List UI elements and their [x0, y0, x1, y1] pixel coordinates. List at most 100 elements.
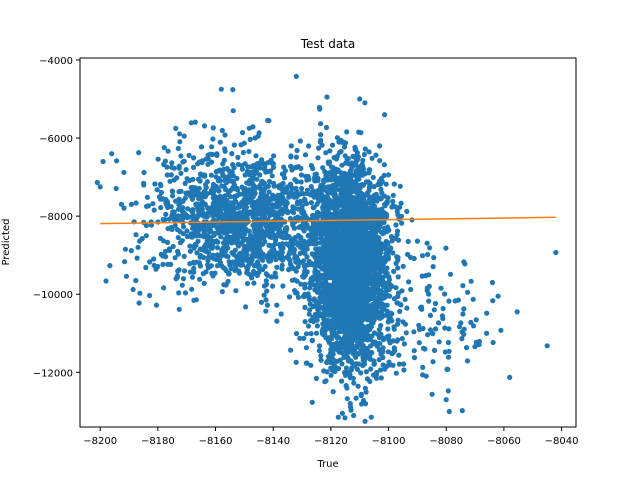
y-axis-label: Predicted: [1, 219, 12, 266]
scatter-point: [368, 366, 374, 372]
scatter-point: [170, 193, 176, 199]
scatter-point: [313, 330, 320, 336]
scatter-point: [322, 229, 328, 235]
scatter-point: [288, 347, 294, 353]
scatter-point: [198, 209, 204, 216]
scatter-point: [300, 274, 306, 280]
scatter-point: [302, 319, 308, 325]
scatter-point: [325, 353, 332, 360]
scatter-point: [360, 163, 366, 170]
scatter-point: [118, 201, 124, 207]
scatter-point: [366, 149, 372, 155]
scatter-point: [224, 230, 230, 237]
scatter-point: [291, 246, 297, 252]
scatter-point: [426, 298, 432, 304]
scatter-point: [390, 362, 396, 368]
scatter-point: [292, 253, 298, 260]
scatter-point: [287, 215, 293, 222]
scatter-point: [218, 234, 224, 240]
scatter-point: [175, 145, 181, 152]
scatter-point: [230, 108, 236, 114]
scatter-point: [348, 342, 354, 349]
scatter-point: [271, 180, 277, 187]
scatter-point: [302, 152, 309, 158]
scatter-point: [364, 317, 370, 323]
scatter-point: [328, 346, 334, 353]
scatter-point: [260, 180, 266, 186]
scatter-point: [330, 389, 336, 395]
scatter-point: [438, 285, 444, 291]
scatter-point: [351, 185, 357, 191]
scatter-point: [178, 170, 184, 176]
scatter-point: [333, 166, 339, 172]
scatter-point: [370, 313, 376, 319]
scatter-point: [269, 202, 275, 208]
scatter-point: [328, 272, 335, 278]
scatter-point: [310, 205, 316, 211]
scatter-point: [224, 179, 230, 186]
scatter-point: [251, 263, 257, 269]
scatter-point: [369, 317, 375, 323]
scatter-point: [184, 228, 190, 234]
scatter-point: [347, 400, 353, 407]
scatter-point: [357, 96, 363, 102]
scatter-point: [346, 323, 352, 329]
scatter-point: [377, 367, 384, 373]
scatter-point: [459, 329, 465, 335]
scatter-point: [295, 264, 301, 270]
scatter-point: [544, 343, 550, 349]
scatter-point: [175, 268, 181, 274]
scatter-point: [283, 241, 289, 247]
scatter-point: [323, 212, 329, 218]
scatter-point: [324, 94, 330, 100]
scatter-point: [170, 243, 176, 250]
scatter-point: [473, 339, 479, 345]
scatter-point: [397, 204, 403, 210]
scatter-point: [313, 300, 319, 306]
scatter-point: [187, 190, 193, 196]
scatter-point: [188, 208, 195, 214]
scatter-point: [344, 396, 350, 402]
scatter-point: [397, 183, 403, 189]
scatter-point: [318, 353, 324, 359]
scatter-point: [160, 253, 166, 259]
scatter-point: [367, 258, 373, 264]
scatter-point: [213, 223, 219, 229]
scatter-point: [130, 286, 136, 293]
scatter-point: [381, 172, 387, 178]
scatter-point: [401, 361, 407, 367]
scatter-point: [239, 239, 245, 246]
scatter-point: [324, 207, 330, 214]
scatter-point: [178, 153, 184, 159]
scatter-point: [306, 311, 312, 317]
scatter-point: [285, 210, 291, 216]
scatter-point: [356, 167, 362, 173]
scatter-point: [239, 130, 246, 136]
scatter-point: [418, 304, 425, 310]
scatter-point: [267, 178, 273, 185]
scatter-point: [395, 293, 401, 299]
scatter-point: [351, 380, 357, 386]
scatter-point: [357, 267, 363, 273]
scatter-point: [336, 210, 342, 217]
scatter-point: [221, 157, 227, 163]
scatter-point: [300, 293, 307, 300]
scatter-point: [331, 241, 337, 247]
scatter-point: [306, 143, 312, 149]
scatter-point: [399, 220, 405, 226]
scatter-point: [436, 339, 442, 345]
scatter-point: [286, 191, 292, 197]
scatter-point: [353, 296, 359, 302]
scatter-point: [317, 139, 323, 145]
scatter-point: [400, 319, 406, 325]
scatter-point: [294, 147, 300, 154]
scatter-point: [278, 234, 285, 240]
scatter-point: [251, 226, 257, 232]
scatter-point: [277, 228, 283, 234]
scatter-point: [279, 262, 285, 268]
scatter-point: [172, 222, 178, 229]
scatter-point: [309, 399, 315, 405]
scatter-point: [359, 249, 365, 255]
scatter-point: [230, 235, 236, 241]
scatter-point: [286, 256, 292, 262]
